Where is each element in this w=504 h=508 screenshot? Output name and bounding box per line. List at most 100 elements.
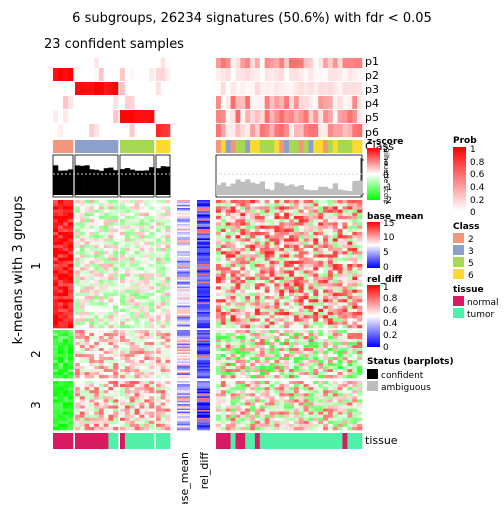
heatmap-cell <box>260 245 265 249</box>
heatmap-cell <box>226 322 231 326</box>
prob-cell-p1 <box>99 58 104 68</box>
heatmap-cell <box>216 418 221 421</box>
heatmap-cell <box>68 267 73 271</box>
heatmap-cell <box>309 264 314 268</box>
heatmap-cell <box>260 226 265 230</box>
rel-diff-legend: rel_diff 1 0.8 0.6 0.4 0.2 0 <box>367 275 403 353</box>
heatmap-cell <box>226 306 231 310</box>
heatmap-cell <box>347 363 352 366</box>
heatmap-cell <box>144 330 149 333</box>
heatmap-cell <box>89 296 94 300</box>
silhouette-bar <box>240 182 245 195</box>
heatmap-cell <box>99 251 104 255</box>
heatmap-cell <box>338 366 343 369</box>
heatmap-cell <box>80 402 85 405</box>
heatmap-cell <box>135 280 140 284</box>
heatmap-cell <box>68 261 73 265</box>
heatmap-cell <box>304 293 309 297</box>
heatmap-cell <box>270 315 275 319</box>
heatmap-cell <box>352 325 357 329</box>
tissue-swatch-normal <box>453 296 464 306</box>
heatmap-cell <box>304 261 309 265</box>
prob-cell-p3 <box>323 82 328 95</box>
heatmap-cell <box>338 270 343 274</box>
heatmap-cell <box>94 315 99 319</box>
class-cell <box>323 140 328 153</box>
heatmap-cell <box>161 345 166 348</box>
heatmap-cell <box>125 357 130 360</box>
heatmap-cell <box>260 210 265 214</box>
prob-legend-gradient <box>453 147 466 211</box>
prob-cell-p6 <box>216 124 221 137</box>
heatmap-cell <box>294 387 299 390</box>
heatmap-cell <box>294 375 299 378</box>
heatmap-cell <box>245 393 250 396</box>
heatmap-cell <box>265 290 270 294</box>
heatmap-cell <box>309 351 314 354</box>
heatmap-cell <box>279 219 284 223</box>
heatmap-cell <box>338 360 343 363</box>
heatmap-cell <box>94 270 99 274</box>
heatmap-cell <box>265 322 270 326</box>
heatmap-cell <box>309 238 314 242</box>
heatmap-cell <box>156 325 161 329</box>
heatmap-cell <box>135 421 140 424</box>
heatmap-cell <box>318 415 323 418</box>
heatmap-cell <box>104 203 109 207</box>
heatmap-cell <box>113 354 118 357</box>
heatmap-cell <box>139 348 144 351</box>
heatmap-cell <box>255 415 260 418</box>
heatmap-cell <box>240 248 245 252</box>
heatmap-cell <box>309 412 314 415</box>
heatmap-cell <box>135 427 140 430</box>
heatmap-cell <box>231 369 236 372</box>
heatmap-cell <box>270 399 275 402</box>
heatmap-cell <box>85 226 90 230</box>
heatmap-cell <box>125 381 130 384</box>
heatmap-cell <box>221 200 226 204</box>
heatmap-cell <box>80 283 85 287</box>
heatmap-cell <box>333 412 338 415</box>
heatmap-cell <box>104 415 109 418</box>
heatmap-cell <box>289 372 294 375</box>
heatmap-cell <box>68 402 73 405</box>
prob-cell-p6 <box>255 124 260 137</box>
heatmap-cell <box>108 342 113 345</box>
heatmap-cell <box>338 302 343 306</box>
heatmap-cell <box>104 264 109 268</box>
heatmap-cell <box>161 299 166 303</box>
heatmap-cell <box>130 229 135 233</box>
heatmap-cell <box>343 402 348 405</box>
heatmap-cell <box>161 235 166 239</box>
heatmap-cell <box>304 336 309 339</box>
heatmap-cell <box>130 210 135 214</box>
heatmap-cell <box>221 242 226 246</box>
heatmap-cell <box>236 296 241 300</box>
heatmap-cell <box>289 424 294 427</box>
heatmap-cell <box>221 222 226 226</box>
prob-cell-p3 <box>357 82 362 95</box>
heatmap-cell <box>323 229 328 233</box>
heatmap-cell <box>221 399 226 402</box>
heatmap-cell <box>343 348 348 351</box>
heatmap-cell <box>75 267 80 271</box>
heatmap-cell <box>104 258 109 262</box>
heatmap-cell <box>338 375 343 378</box>
heatmap-cell <box>294 286 299 290</box>
heatmap-cell <box>294 213 299 217</box>
heatmap-cell <box>338 235 343 239</box>
heatmap-cell <box>94 232 99 236</box>
prob-cell-p4 <box>89 96 94 109</box>
prob-cell-p5 <box>289 110 294 123</box>
heatmap-cell <box>274 336 279 339</box>
heatmap-cell <box>139 369 144 372</box>
heatmap-cell <box>94 318 99 322</box>
heatmap-cell <box>149 251 154 255</box>
heatmap-cell <box>318 286 323 290</box>
prob-cell-p6 <box>108 124 113 137</box>
heatmap-cell <box>274 267 279 271</box>
prob-cell-p5 <box>104 110 109 123</box>
heatmap-cell <box>250 306 255 310</box>
heatmap-cell <box>75 375 80 378</box>
prob-tick-5: 0 <box>470 208 476 218</box>
